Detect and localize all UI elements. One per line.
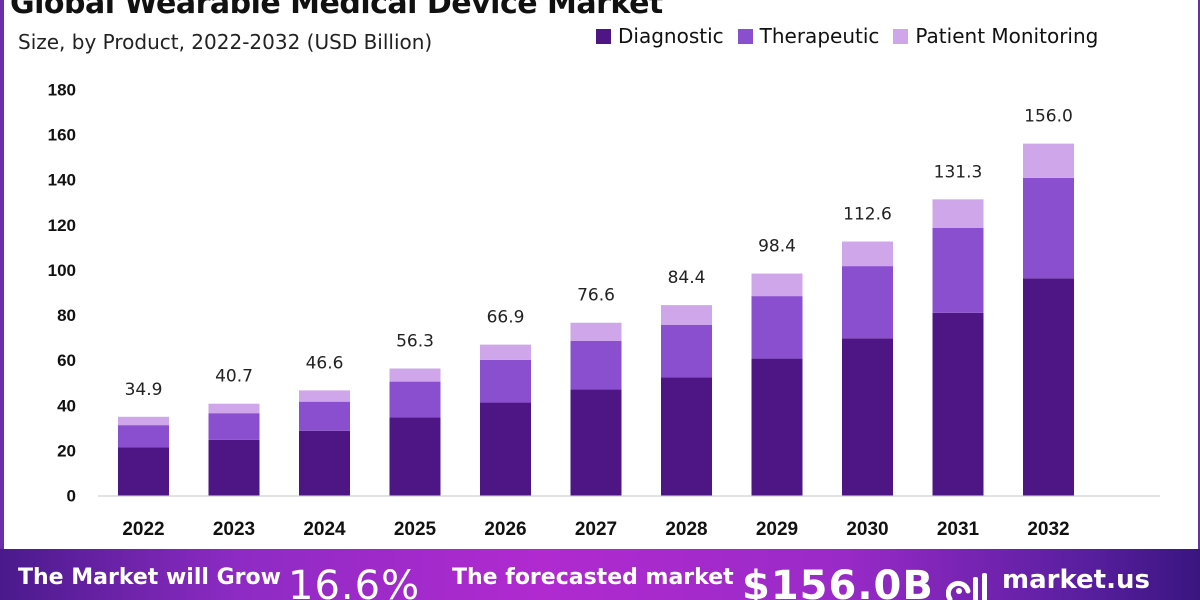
- bar-segment-therapeutic: [661, 324, 712, 378]
- x-tick-label: 2023: [213, 519, 255, 540]
- bar-segment-therapeutic: [389, 381, 441, 418]
- chart-legend: Diagnostic Therapeutic Patient Monitorin…: [596, 24, 1112, 48]
- x-tick-label: 2029: [756, 519, 798, 540]
- bar-segment-diagnostic: [1023, 278, 1074, 496]
- bar-stack-2023: [208, 403, 260, 496]
- y-tick-label: 60: [57, 351, 76, 370]
- stacked-bar-chart: 0 20 40 60 80 100 120 140 160 180 34.9 40.7 46.6 56.…: [48, 81, 1160, 540]
- banner-grow-text: The Market will Grow: [18, 565, 281, 590]
- y-tick-label: 160: [48, 126, 76, 145]
- bar-stack-2025: [389, 368, 441, 496]
- bar-segment-patient-monitoring: [751, 273, 803, 297]
- banner-forecast-value: $156.0B: [742, 563, 934, 600]
- bar-segment-patient-monitoring: [570, 322, 622, 341]
- bar-segment-diagnostic: [118, 447, 169, 496]
- x-axis: 2022 2023 2024 2025 2026 2027 2028 2029 2030 2031…: [122, 519, 1069, 540]
- bar-total-label: 66.9: [487, 308, 525, 328]
- bar-segment-therapeutic: [299, 401, 350, 431]
- bar-stack-2024: [299, 390, 350, 496]
- bar-segment-diagnostic: [932, 312, 984, 496]
- x-tick-label: 2022: [122, 519, 164, 540]
- bar-segment-patient-monitoring: [842, 241, 893, 267]
- bar-segment-therapeutic: [480, 359, 531, 403]
- bar-total-label: 112.6: [843, 205, 892, 225]
- banner-cagr-value: 16.6%: [288, 563, 421, 600]
- bar-segment-therapeutic: [208, 413, 260, 440]
- bar-segment-patient-monitoring: [661, 305, 712, 325]
- bar-segment-diagnostic: [299, 430, 350, 496]
- y-tick-label: 140: [48, 171, 76, 190]
- y-tick-label: 0: [67, 487, 76, 506]
- bar-stack-2031: [932, 199, 984, 496]
- y-tick-label: 120: [48, 216, 76, 235]
- bar-segment-diagnostic: [751, 358, 803, 496]
- legend-swatch-therapeutic: [737, 28, 753, 44]
- banner-forecast-text: The forecasted market: [452, 565, 734, 590]
- x-tick-label: 2032: [1027, 519, 1069, 540]
- bar-segment-diagnostic: [842, 338, 893, 496]
- bar-segment-diagnostic: [389, 417, 441, 496]
- bars: 34.9 40.7 46.6 56.3 66.9 76.6 84.4 98.4 112.6 131…: [118, 107, 1074, 496]
- chart-title: Global Wearable Medical Device Market: [10, 0, 663, 21]
- bar-segment-diagnostic: [480, 402, 531, 496]
- bar-total-label: 131.3: [934, 162, 983, 182]
- banner-brand: market.us: [1002, 565, 1150, 595]
- bar-stack-2029: [751, 273, 803, 496]
- bar-total-label: 98.4: [758, 237, 796, 257]
- legend-item-diagnostic: Diagnostic: [596, 24, 724, 48]
- legend-item-patient-monitoring: Patient Monitoring: [893, 24, 1098, 48]
- bar-total-label: 46.6: [306, 353, 344, 373]
- bar-segment-therapeutic: [118, 425, 169, 448]
- y-tick-label: 100: [48, 261, 76, 280]
- bar-stack-2022: [118, 416, 169, 496]
- legend-label-patient-monitoring: Patient Monitoring: [915, 24, 1099, 48]
- bar-total-label: 76.6: [577, 286, 615, 306]
- bar-segment-patient-monitoring: [389, 368, 441, 382]
- legend-swatch-patient-monitoring: [893, 28, 909, 44]
- bar-stack-2032: [1023, 143, 1074, 496]
- x-tick-label: 2031: [937, 519, 980, 540]
- x-tick-label: 2026: [484, 519, 526, 540]
- summary-banner: The Market will Grow 16.6% The forecaste…: [0, 549, 1200, 600]
- bar-segment-diagnostic: [208, 439, 260, 496]
- bar-segment-therapeutic: [570, 340, 622, 390]
- y-tick-label: 20: [57, 441, 76, 460]
- bar-segment-patient-monitoring: [1023, 143, 1074, 178]
- bar-stack-2027: [570, 322, 622, 496]
- bar-total-label: 40.7: [215, 367, 253, 387]
- bar-total-label: 156.0: [1024, 107, 1073, 127]
- x-tick-label: 2025: [394, 519, 437, 540]
- bar-segment-therapeutic: [1023, 177, 1074, 279]
- x-tick-label: 2027: [575, 519, 617, 540]
- bar-segment-patient-monitoring: [208, 403, 260, 414]
- bar-segment-patient-monitoring: [932, 199, 984, 228]
- x-tick-label: 2024: [303, 519, 346, 540]
- bar-segment-patient-monitoring: [118, 416, 169, 426]
- legend-item-therapeutic: Therapeutic: [737, 24, 880, 48]
- bar-segment-patient-monitoring: [299, 390, 350, 402]
- bar-segment-diagnostic: [570, 389, 622, 496]
- bar-segment-diagnostic: [661, 377, 712, 496]
- bar-segment-therapeutic: [932, 227, 984, 313]
- legend-swatch-diagnostic: [596, 28, 611, 44]
- bar-stack-2026: [480, 344, 531, 496]
- y-tick-label: 40: [57, 396, 76, 415]
- bar-total-label: 84.4: [668, 268, 706, 288]
- bar-stack-2028: [661, 305, 712, 496]
- y-axis: 0 20 40 60 80 100 120 140 160 180: [48, 81, 76, 506]
- y-tick-label: 80: [57, 306, 76, 325]
- bar-segment-therapeutic: [751, 296, 803, 359]
- bar-total-label: 34.9: [125, 380, 163, 400]
- bar-stack-2030: [842, 241, 893, 496]
- legend-label-diagnostic: Diagnostic: [618, 24, 724, 48]
- bar-segment-patient-monitoring: [480, 344, 531, 360]
- y-tick-label: 180: [48, 81, 76, 100]
- chart-subtitle: Size, by Product, 2022-2032 (USD Billion…: [18, 30, 433, 54]
- legend-label-therapeutic: Therapeutic: [759, 24, 880, 48]
- x-tick-label: 2028: [665, 519, 707, 540]
- bar-total-label: 56.3: [396, 332, 434, 352]
- x-tick-label: 2030: [846, 519, 888, 540]
- market-us-logo-icon: [946, 573, 987, 600]
- bar-segment-therapeutic: [842, 266, 893, 339]
